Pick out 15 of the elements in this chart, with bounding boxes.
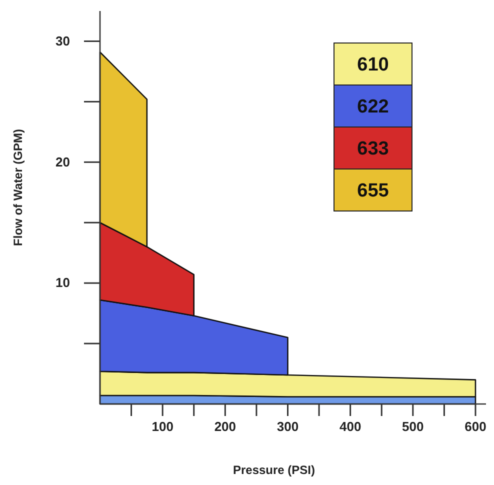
x-tick-label: 300 <box>276 419 299 434</box>
x-tick-label: 400 <box>339 419 362 434</box>
y-tick-label: 30 <box>56 33 70 48</box>
x-tick-label: 600 <box>464 419 486 434</box>
text: 655 <box>357 180 390 202</box>
x-tick-label: 100 <box>152 419 174 434</box>
text: 610 <box>357 54 389 76</box>
x-axis-title: Pressure (PSI) <box>232 463 316 477</box>
y-tick-label: 20 <box>56 154 70 170</box>
text: 633 <box>357 138 389 160</box>
x-tick-label: 500 <box>402 419 424 434</box>
y-axis-title: Flow of Water (GPM) <box>11 129 25 246</box>
x-tick-label: 200 <box>214 419 236 434</box>
y-tick-label: 10 <box>56 275 70 290</box>
text: 622 <box>357 96 389 118</box>
